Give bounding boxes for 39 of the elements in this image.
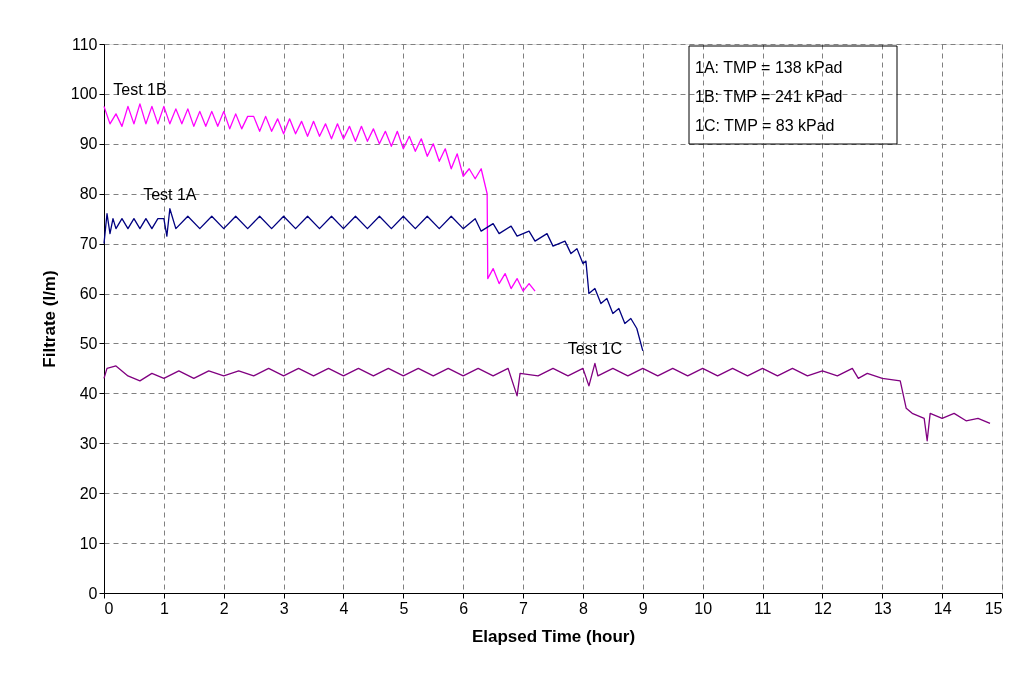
x-tick-label: 2 xyxy=(219,599,229,617)
x-tick-label: 1 xyxy=(159,599,169,617)
y-tick-label: 70 xyxy=(79,235,98,253)
y-tick-label: 60 xyxy=(79,285,98,303)
x-tick-label: 3 xyxy=(279,599,289,617)
annotation: 1A: TMP = 138 kPad xyxy=(695,59,843,76)
y-tick-label: 80 xyxy=(79,185,98,203)
x-tick-label: 9 xyxy=(638,599,648,617)
annotation: 1C: TMP = 83 kPad xyxy=(695,117,835,134)
x-tick-label: 13 xyxy=(873,599,892,617)
line-series xyxy=(103,362,991,442)
series-label: Test 1B xyxy=(113,80,167,98)
series-label: Test 1C xyxy=(567,340,623,358)
x-tick-label: 0 xyxy=(104,599,114,617)
x-axis-title: Elapsed Time (hour) xyxy=(471,626,636,646)
x-tick-label: 15 xyxy=(984,599,1003,617)
annotation: 1B: TMP = 241 kPad xyxy=(695,88,843,105)
series-label: Test 1A xyxy=(143,185,197,203)
y-tick-label: 30 xyxy=(79,434,98,452)
line-series xyxy=(103,103,536,292)
y-tick-label: 20 xyxy=(79,484,98,502)
y-tick-label: 100 xyxy=(70,85,98,103)
y-tick-label: 0 xyxy=(88,584,98,602)
x-tick-label: 14 xyxy=(933,599,952,617)
y-tick-label: 50 xyxy=(79,334,98,352)
x-tick-label: 10 xyxy=(694,599,713,617)
y-tick-label: 110 xyxy=(71,35,98,53)
y-tick-label: 10 xyxy=(79,534,98,552)
x-tick-label: 11 xyxy=(754,599,772,617)
line-series xyxy=(103,208,644,352)
x-tick-label: 8 xyxy=(578,599,588,617)
x-tick-label: 4 xyxy=(339,599,349,617)
x-tick-label: 5 xyxy=(399,599,409,617)
y-tick-label: 40 xyxy=(79,384,98,402)
y-tick-label: 90 xyxy=(79,135,98,153)
x-tick-label: 12 xyxy=(814,599,832,617)
x-tick-label: 7 xyxy=(519,599,529,617)
x-tick-label: 6 xyxy=(459,599,469,617)
y-axis-title: Filtrate (l/m) xyxy=(39,270,59,368)
